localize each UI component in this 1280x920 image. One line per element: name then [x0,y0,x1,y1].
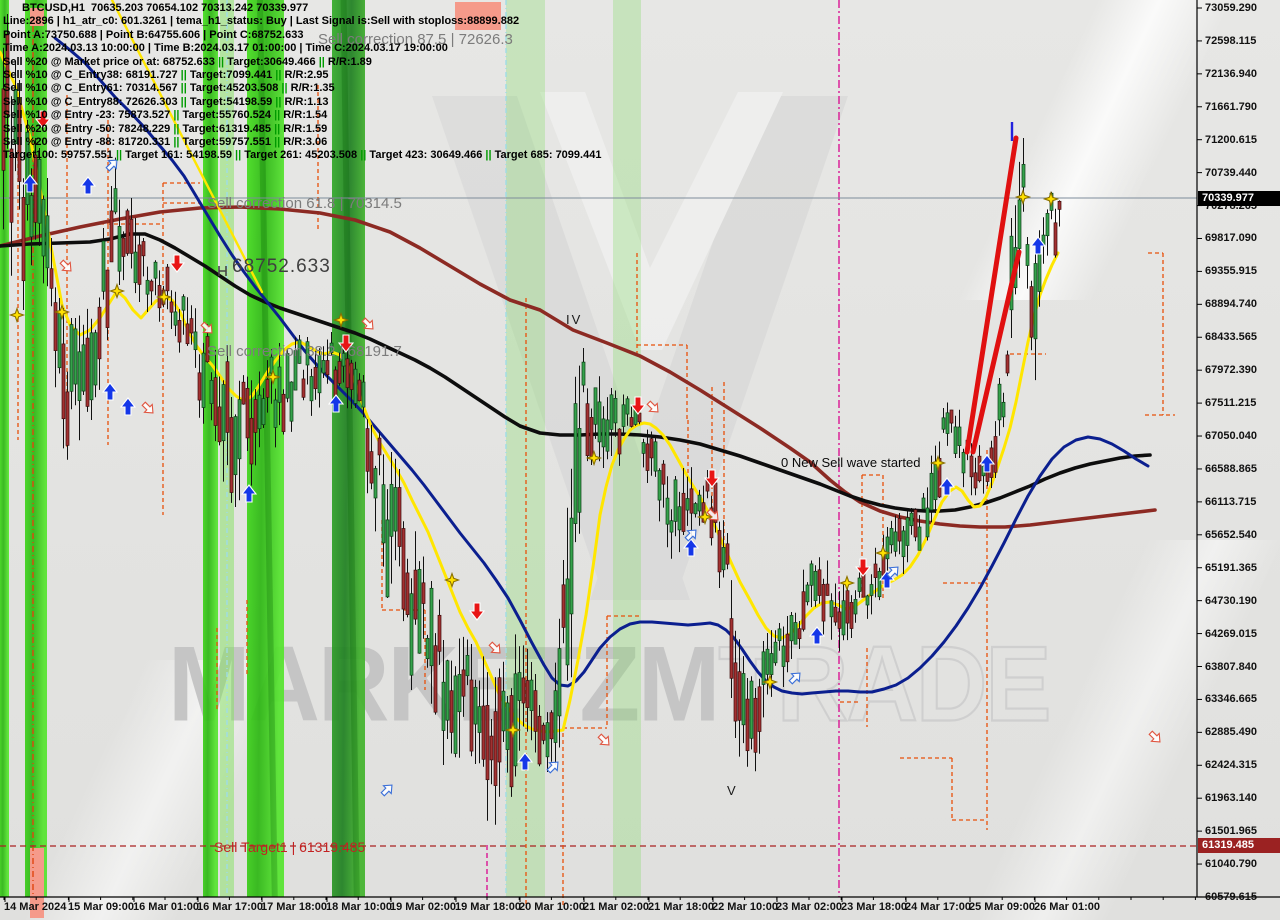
time-axis-label: 19 Mar 02:00 [390,901,457,913]
chart-annotation-1: Sell correction 61.8 | 70314.5 [207,195,402,212]
price-axis-label: 70739.440 [1205,166,1257,179]
price-axis-label: 67511.215 [1205,397,1257,410]
time-axis-label: 25 Mar 09:00 [969,901,1036,913]
salmon-highlight [30,848,44,918]
info-panel: BTCUSD,H1 70635.203 70654.102 70313.242 … [3,2,601,163]
price-axis-label: 73059.290 [1205,2,1257,14]
price-axis-label: 67050.040 [1205,430,1257,443]
info-line-6: Sell %10 @ C_Entry38: 68191.727 || Targe… [3,69,329,82]
chart-annotation-0: Sell correction 87.5 | 72626.3 [318,31,513,48]
time-axis-label: 19 Mar 18:00 [455,901,522,913]
time-axis-label: 24 Mar 17:00 [905,901,972,913]
time-axis-label: 23 Mar 02:00 [776,901,843,913]
info-line-2: Line:2896 | h1_atr_c0: 601.3261 | tema_h… [3,15,520,28]
trendline-yellow [110,0,264,294]
time-axis-label: 21 Mar 02:00 [583,901,650,913]
price-axis-label: 71200.615 [1205,133,1257,146]
chart-annotation-7: V [727,783,738,798]
time-axis-label: 20 Mar 10:00 [519,901,586,913]
time-axis-label: 16 Mar 17:00 [197,901,264,913]
time-axis-label: 17 Mar 18:00 [261,901,328,913]
chart-annotation-5: Sell Target1 | 61319.485 [214,839,366,855]
time-axis-label: 21 Mar 18:00 [648,901,715,913]
price-axis-label: 65191.365 [1205,561,1257,574]
price-axis-label: 65652.540 [1205,528,1257,541]
info-line-12: Target100: 59757.551 || Target 161: 5419… [3,149,602,162]
price-axis-label: 61501.965 [1205,825,1257,838]
info-line-9: Sell %10 @ Entry -23: 75873.527 || Targe… [3,109,328,122]
price-axis-label: 69355.915 [1205,265,1257,278]
price-axis-label: 61040.790 [1205,858,1257,871]
info-line-3: Point A:73750.688 | Point B:64755.606 | … [3,28,304,41]
time-axis-label: 23 Mar 18:00 [841,901,908,913]
salmon-highlight [455,2,501,30]
price-axis-label: 72136.940 [1205,67,1257,80]
hollow-down-arrows [59,259,1161,746]
price-axis-label: 67972.390 [1205,364,1257,377]
info-line-8: Sell %10 @ C_Entry88: 72626.303 || Targe… [3,95,329,108]
chart-annotation-3: Sell correction 38.2 | 68191.7 [207,343,402,360]
buy-signal-arrows [21,174,1047,771]
chart-annotation-6: IV [566,312,583,327]
info-line-4: Time A:2024.03.13 10:00:00 | Time B:2024… [3,42,448,55]
price-axis-label: 72598.115 [1205,34,1257,47]
price-axis-label: 63807.840 [1205,660,1257,673]
price-axis-label: 60579.615 [1205,890,1257,903]
price-axis-label: 68433.565 [1205,331,1257,344]
price-axis-label: 69817.090 [1205,232,1257,245]
hollow-up-arrows [105,159,899,797]
axis-ticks [3,7,1202,902]
time-axis-label: 22 Mar 10:00 [712,901,779,913]
ma-trend-maroon [0,205,1157,529]
red-impulse-line [964,135,1019,455]
time-axis-label: 18 Mar 10:00 [326,901,393,913]
info-line-5: Sell %20 @ Market price or at: 68752.633… [3,55,372,68]
price-axis-label: 68894.740 [1205,298,1257,311]
candles [1,14,1062,825]
price-axis-label: 66588.865 [1205,462,1257,475]
price-axis-label: 66113.715 [1205,495,1257,508]
time-axis-label: 15 Mar 09:00 [68,901,135,913]
sell-target-price-tag: 61319.485 [1198,838,1280,853]
ma-mid-navy [53,36,1150,696]
session-highlight-bands [0,0,641,918]
info-line-7: Sell %10 @ C_Entry61: 70314.567 || Targe… [3,82,335,95]
price-axis-label: 61963.140 [1205,792,1257,805]
salmon-highlight [30,8,44,26]
red-impulse-line [970,249,1022,455]
chart-annotation-4: 0 New Sell wave started [781,455,921,470]
sell-signal-arrows [34,110,872,621]
price-annotation-ticks [218,266,227,276]
price-axis-label: 71661.790 [1205,100,1257,113]
info-line-11: Sell %20 @ Entry -88: 81720.331 || Targe… [3,136,328,149]
info-line-10: Sell %20 @ Entry -50: 78248.229 || Targe… [3,122,328,135]
time-axis-label: 14 Mar 2024 [4,901,67,913]
time-axis-label: 26 Mar 01:00 [1034,901,1101,913]
price-axis-label: 62885.490 [1205,726,1257,739]
star-markers [8,188,1060,739]
price-axis-label: 64730.190 [1205,594,1257,607]
chart-annotation-2: 68752.633 [232,256,331,277]
info-line-1: BTCUSD,H1 70635.203 70654.102 70313.242 … [22,2,309,14]
price-axis-label: 64269.015 [1205,627,1257,640]
price-axis-label: 62424.315 [1205,759,1257,772]
time-axis-label: 16 Mar 01:00 [133,901,200,913]
price-axis-label: 63346.665 [1205,693,1257,706]
current-price-tag: 70339.977 [1198,191,1280,206]
